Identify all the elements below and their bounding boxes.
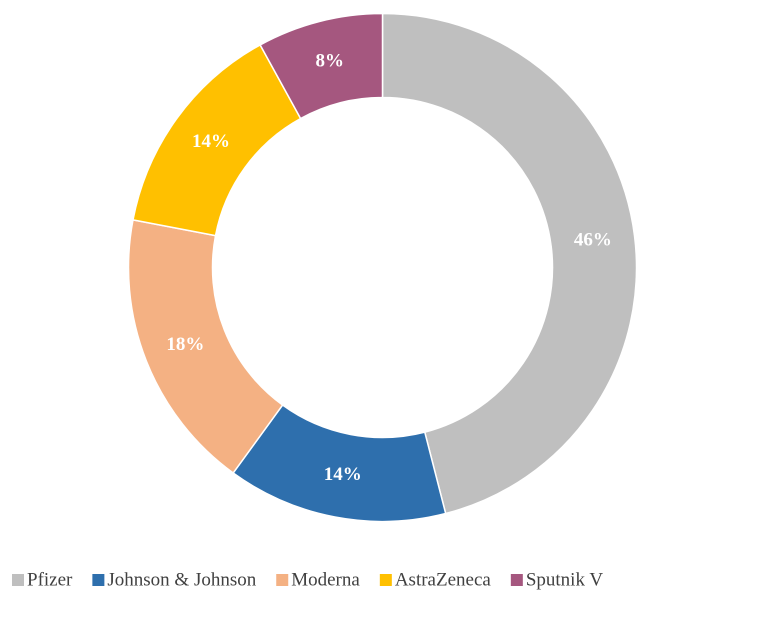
legend-swatch <box>379 574 392 586</box>
legend-swatch <box>510 574 523 586</box>
donut-slice <box>259 12 384 120</box>
legend-swatch <box>276 574 289 586</box>
data-label: 46% <box>574 229 612 250</box>
data-label: 18% <box>166 334 204 355</box>
legend-swatch <box>12 574 24 586</box>
donut-slice <box>381 12 638 515</box>
legend-label: Pfizer <box>27 569 73 590</box>
legend-label: Moderna <box>291 569 360 590</box>
legend-swatch <box>92 574 105 586</box>
legend-label: Johnson & Johnson <box>107 569 256 590</box>
data-label: 14% <box>324 464 362 485</box>
data-label: 14% <box>192 131 230 152</box>
legend-label: AstraZeneca <box>395 569 492 590</box>
data-label: 8% <box>316 51 345 72</box>
donut-slice <box>127 219 284 475</box>
legend-label: Sputnik V <box>526 569 604 590</box>
